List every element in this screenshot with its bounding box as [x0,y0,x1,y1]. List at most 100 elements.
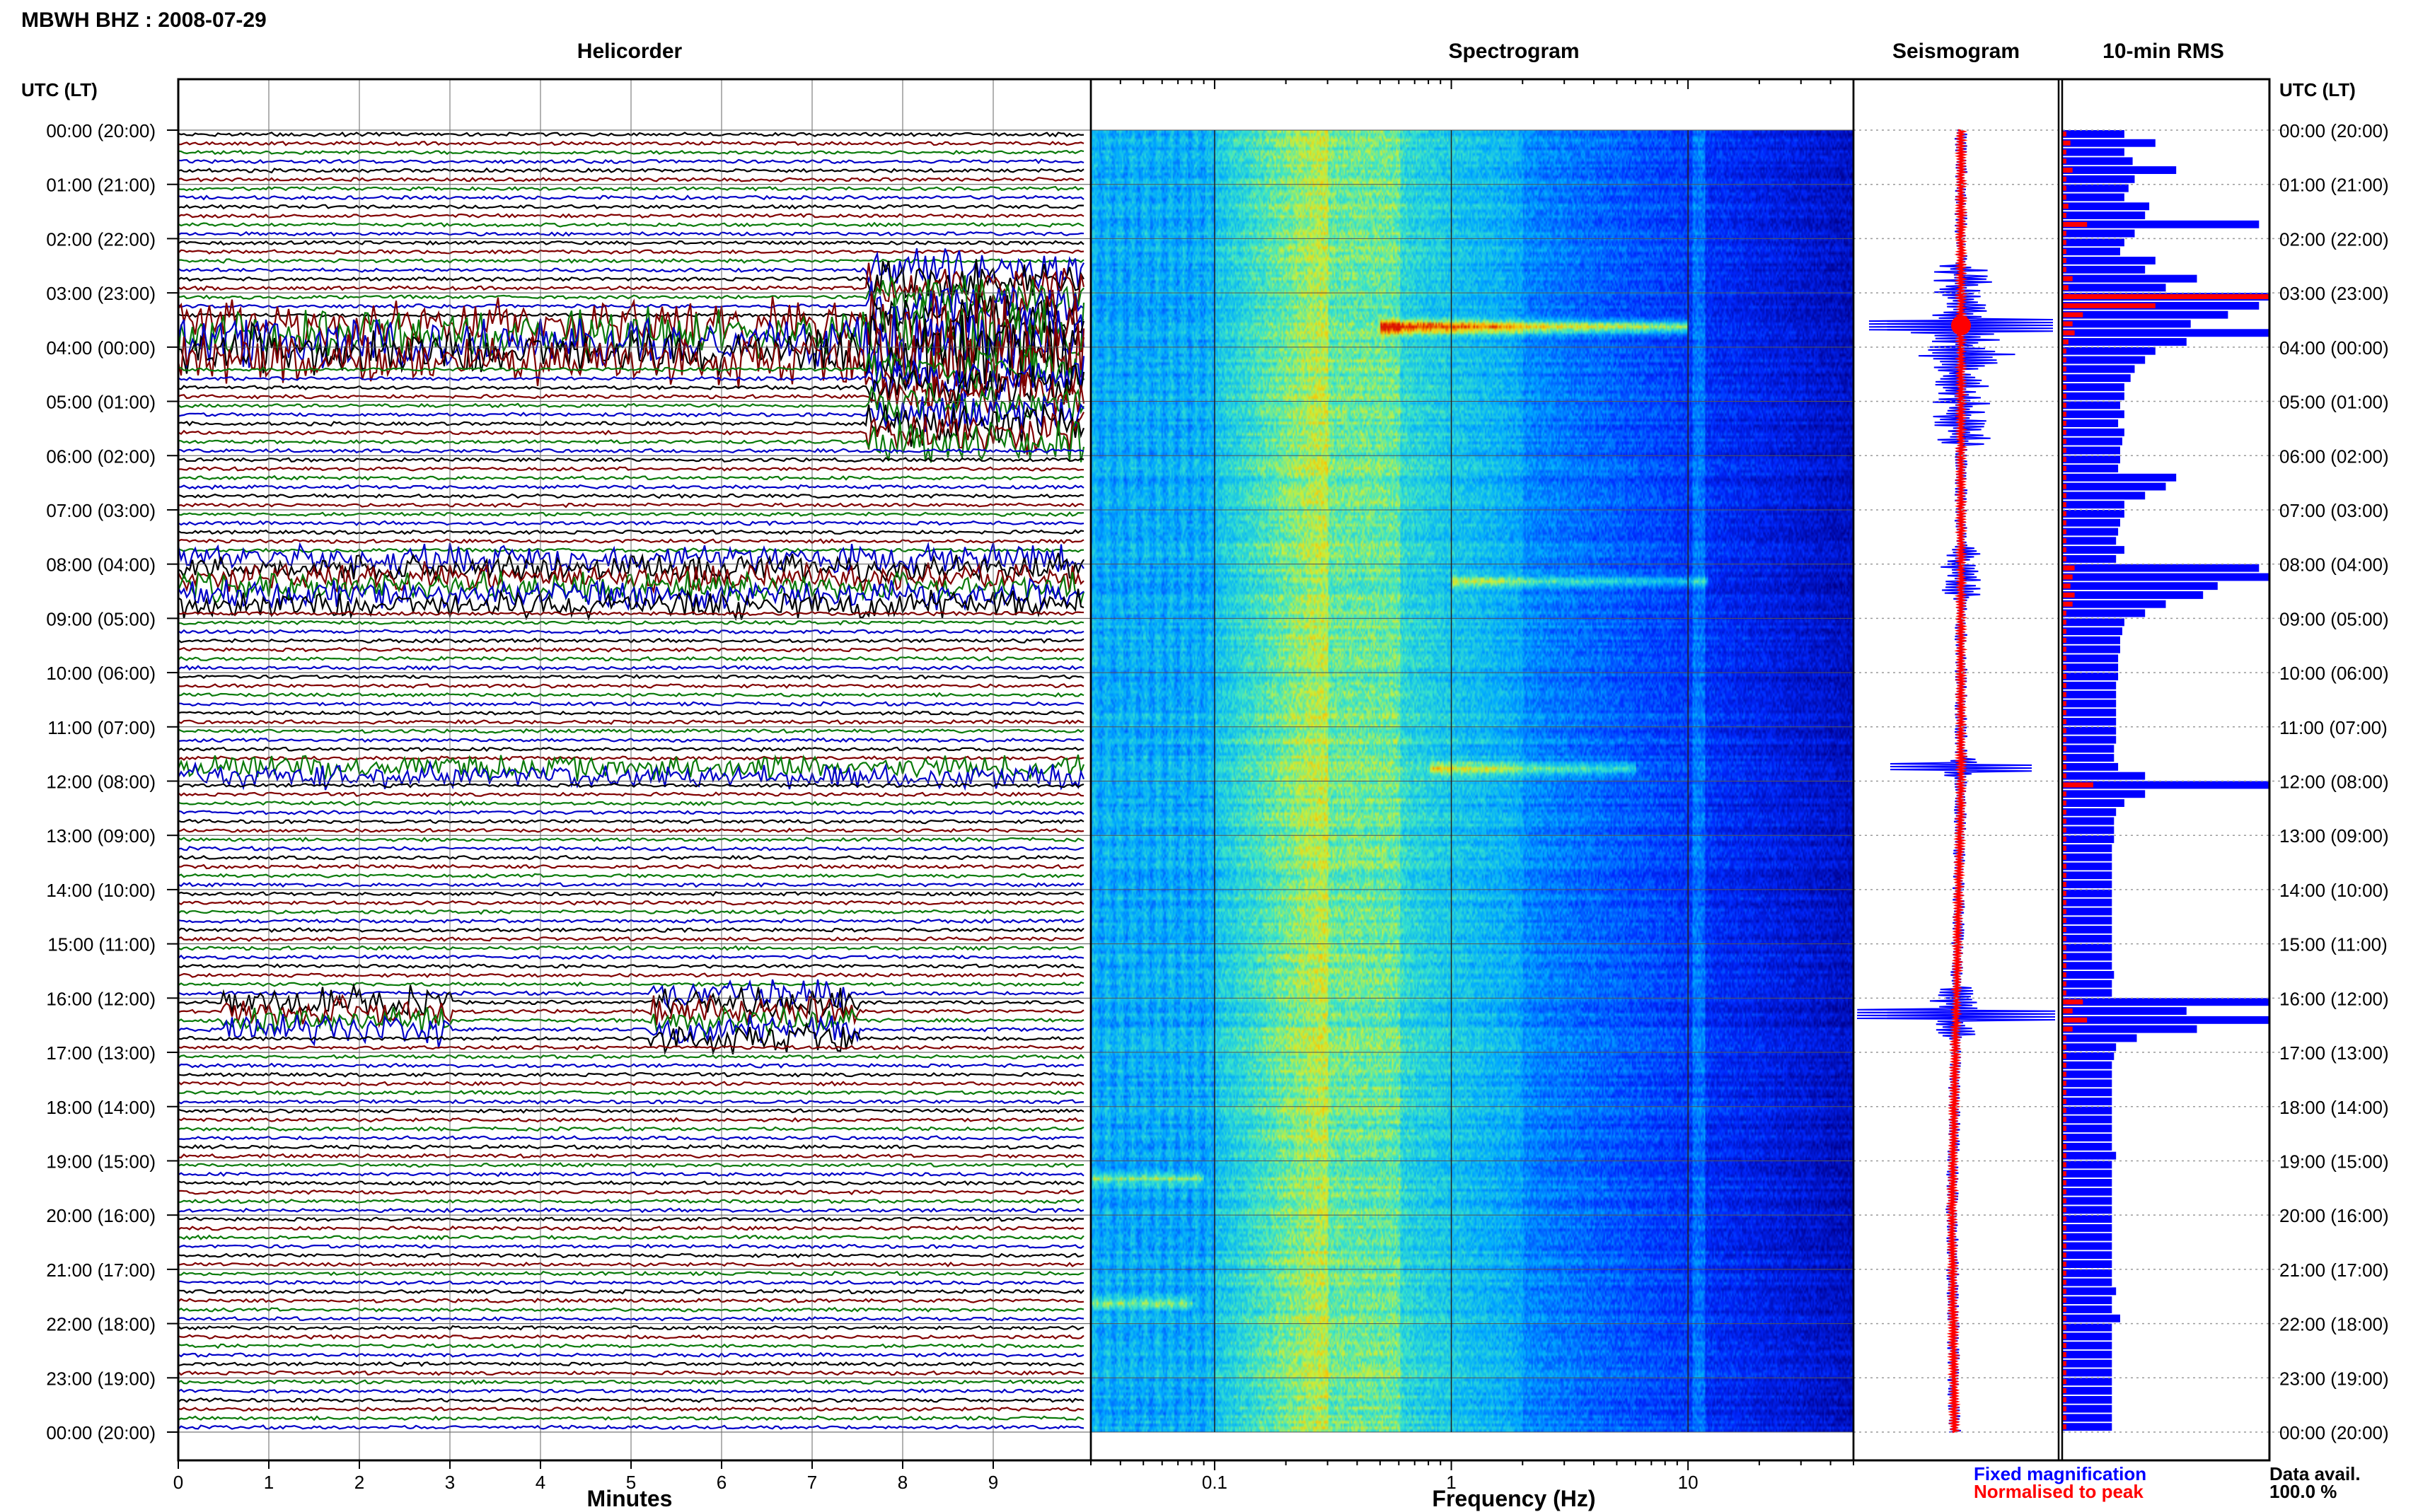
rms-normalised-bar [2062,1325,2066,1330]
rms-normalised-bar [2062,429,2066,435]
rms-fixed-bar [2062,1142,2112,1151]
rms-fixed-bar [2062,673,2119,680]
rms-normalised-bar [2062,1298,2066,1303]
rms-normalised-bar [2062,873,2066,878]
rms-normalised-bar [2062,457,2066,463]
rms-normalised-bar [2062,755,2066,761]
rms-normalised-bar [2062,493,2066,499]
rms-normalised-bar [2062,502,2066,508]
rms-normalised-bar [2062,773,2066,779]
rms-fixed-bar [2062,482,2166,491]
rms-fixed-bar [2062,265,2146,274]
rms-fixed-bar [2062,1016,2269,1024]
rms-fixed-bar [2062,528,2119,536]
rms-normalised-bar [2062,1306,2066,1312]
rms-normalised-bar [2062,231,2066,236]
rms-normalised-bar [2062,194,2066,200]
rms-normalised-bar [2062,1424,2066,1430]
rms-fixed-bar [2062,1359,2112,1368]
rms-fixed-bar [2062,473,2177,482]
left-time-label: 03:00 (23:00) [46,283,156,304]
rms-normalised-bar [2062,438,2066,444]
rms-fixed-bar [2062,546,2124,554]
rms-fixed-bar [2062,1233,2112,1241]
rms-normalised-bar [2062,999,2083,1005]
rms-normalised-bar [2062,1406,2066,1412]
rms-normalised-bar [2062,176,2066,182]
rms-normalised-bar [2062,764,2066,769]
rms-fixed-bar [2062,554,2117,563]
right-time-label: 12:00 (08:00) [2279,772,2389,793]
rms-fixed-bar [2062,202,2150,211]
rms-fixed-bar [2062,1260,2112,1268]
rms-normalised-bar [2062,818,2066,824]
spectrogram-title: Spectrogram [1448,40,1579,63]
rms-fixed-bar [2062,1070,2112,1078]
left-time-label: 17:00 (13:00) [46,1042,156,1064]
rms-normalised-bar [2062,312,2083,318]
rms-fixed-bar [2062,979,2112,988]
rms-normalised-bar [2062,402,2066,408]
rms-fixed-bar [2062,1423,2112,1431]
seismogram-peak-marker [1951,315,1971,336]
right-time-label: 13:00 (09:00) [2279,825,2389,847]
rms-fixed-bar [2062,1224,2112,1232]
rms-normalised-bar [2062,1351,2066,1357]
rms-fixed-bar [2062,501,2124,509]
rms-fixed-bar [2062,573,2269,581]
rms-normalised-bar [2062,900,2066,905]
rms-fixed-bar [2062,1278,2112,1286]
rms-fixed-bar [2062,1179,2112,1187]
right-time-label: 08:00 (04:00) [2279,554,2389,576]
rms-fixed-bar [2062,184,2129,192]
right-time-label: 19:00 (15:00) [2279,1151,2389,1172]
rms-fixed-bar [2062,817,2115,825]
rms-panel [2062,130,2269,1431]
rms-normalised-bar [2062,538,2066,544]
station-title: MBWH BHZ : 2008-07-29 [21,8,267,32]
right-time-label: 04:00 (00:00) [2279,337,2389,359]
rms-fixed-bar [2062,1197,2112,1205]
rms-normalised-bar [2062,936,2066,941]
rms-fixed-bar [2062,1206,2112,1214]
spectrogram-xlabel: Frequency (Hz) [1432,1486,1595,1511]
rms-normalised-bar [2062,1026,2073,1032]
seismogram-normalised-trace [1945,129,1968,1434]
rms-fixed-bar [2062,998,2269,1006]
rms-fixed-bar [2062,681,2117,690]
rms-fixed-bar [2062,1098,2112,1105]
rms-fixed-bar [2062,1350,2112,1359]
rms-normalised-bar [2062,511,2066,516]
rms-fixed-bar [2062,1043,2117,1052]
rms-fixed-bar [2062,157,2133,165]
rms-fixed-bar [2062,953,2112,961]
rms-normalised-bar [2062,981,2066,987]
rms-normalised-bar [2062,1279,2066,1285]
left-time-label: 06:00 (02:00) [46,446,156,467]
frequency-tick-label: 0.1 [1202,1472,1227,1493]
rms-normalised-bar [2062,1071,2066,1077]
minute-tick-label: 3 [445,1472,455,1493]
rms-normalised-bar [2062,448,2066,453]
rms-fixed-bar [2062,898,2112,907]
rms-fixed-bar [2062,943,2112,952]
rms-fixed-bar [2062,347,2156,355]
rms-fixed-bar [2062,1025,2197,1033]
rms-normalised-bar [2062,1107,2066,1113]
rms-fixed-bar [2062,211,2146,219]
axes-layer: 00:00 (20:00) 00:00 (20:00) 01:00 (21:00) 0… [46,78,2389,1493]
left-time-label: 10:00 (06:00) [46,663,156,684]
rms-normalised-bar [2062,972,2066,977]
rms-fixed-bar [2062,609,2146,617]
left-time-label: 14:00 (10:00) [46,880,156,901]
rms-normalised-bar [2062,249,2066,255]
rms-fixed-bar [2062,1305,2112,1313]
rms-fixed-bar [2062,1323,2112,1332]
rms-normalised-bar [2062,737,2066,743]
right-time-label: 09:00 (05:00) [2279,608,2389,629]
rms-fixed-bar [2062,962,2112,970]
rms-fixed-bar [2062,274,2197,283]
rms-normalised-bar [2062,1017,2088,1023]
rms-normalised-bar [2062,583,2071,589]
rms-normalised-bar [2062,863,2066,869]
